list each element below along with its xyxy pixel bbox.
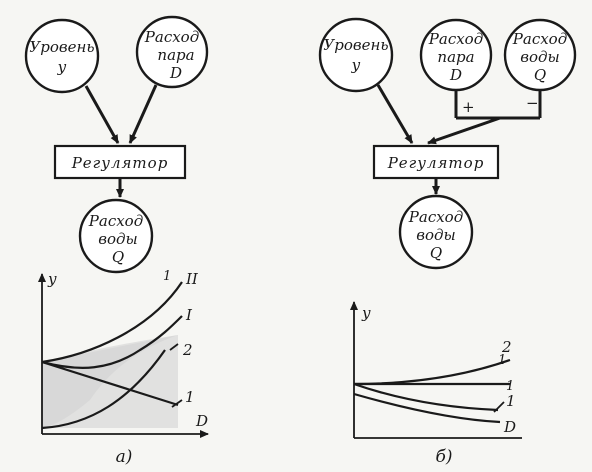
graph-a-label-I: I	[185, 306, 193, 324]
graph-a-curve-II	[41, 281, 183, 364]
arrow-sum-to-regulator-b	[427, 116, 501, 145]
node-water-b: Расход воды Q	[398, 194, 474, 270]
node-steam-b-line3: D	[449, 66, 462, 84]
node-water-b-line2: воды	[416, 226, 456, 244]
graph-a: у D II 1 I 2 1	[38, 269, 209, 438]
node-water-b-line1: Расход	[408, 208, 463, 226]
node-level-a-line2: у	[57, 58, 67, 76]
summing-bracket-b: + −	[454, 90, 542, 120]
node-water-in-b-line1: Расход	[512, 30, 567, 48]
graph-b-curve-D	[353, 392, 501, 424]
graph-a-y-label: у	[47, 270, 57, 288]
graph-a-label-II: II	[185, 270, 199, 288]
regulator-a: Регулятор	[53, 144, 187, 180]
node-steam-b-line2: пара	[437, 48, 474, 66]
diagram-b: Уровень у Расход пара D Расход воды Q + …	[318, 17, 577, 467]
graph-a-tick-2	[169, 343, 179, 351]
regulator-a-label: Регулятор	[71, 154, 169, 172]
node-level-a: Уровень у	[24, 18, 100, 94]
graph-b-x-label-D: D	[503, 418, 516, 436]
node-steam-a-line1: Расход	[144, 28, 199, 46]
node-steam-b: Расход пара D	[419, 18, 493, 92]
graph-b-label-1: 1	[506, 392, 516, 410]
regulator-b: Регулятор	[372, 144, 500, 180]
graph-a-tick-1	[171, 399, 183, 408]
node-steam-a: Расход пара D	[135, 15, 209, 89]
graph-a-label-tick: 1	[163, 269, 171, 284]
graph-a-x-label: D	[195, 412, 208, 430]
node-steam-a-line3: D	[169, 64, 182, 82]
node-level-b-line1: Уровень	[323, 36, 388, 54]
node-water-a-line1: Расход	[88, 212, 143, 230]
graph-a-curve-I	[41, 315, 183, 369]
sign-minus-b: −	[526, 94, 539, 112]
sign-plus-b: +	[462, 98, 475, 116]
graph-a-label-1: 1	[185, 388, 195, 406]
graph-b-curve-1	[353, 382, 499, 412]
arrow-level-to-regulator-a	[84, 85, 120, 144]
node-level-a-line1: Уровень	[29, 38, 94, 56]
graph-a-curve-2	[41, 349, 166, 430]
graph-b-label-tick-top: 1	[498, 353, 506, 368]
arrow-steam-to-regulator-a	[128, 84, 158, 144]
node-water-a: Расход воды Q	[78, 198, 154, 274]
graph-a-line-1	[41, 360, 179, 407]
node-water-in-b-line2: воды	[520, 48, 560, 66]
node-level-b: Уровень у	[318, 17, 394, 93]
graph-b-curve-2	[353, 358, 511, 386]
graph-b: у 2 1 1 1 у D	[350, 301, 522, 439]
regulator-b-label: Регулятор	[387, 154, 485, 172]
graph-b-label-2: 2	[501, 338, 512, 356]
arrow-level-to-regulator-b	[376, 84, 414, 144]
graph-a-shaded-region	[42, 335, 178, 428]
graph-b-label-tick-mid: 1	[506, 379, 514, 394]
node-water-in-b-line3: Q	[534, 66, 546, 84]
node-steam-a-line2: пара	[157, 46, 194, 64]
node-water-a-line2: воды	[98, 230, 138, 248]
caption-b: б)	[435, 447, 452, 467]
node-water-a-line3: Q	[112, 248, 124, 266]
node-water-in-b: Расход воды Q	[503, 18, 577, 92]
graph-b-tick-1	[493, 401, 505, 413]
graph-b-y-label: у	[361, 304, 371, 322]
graph-a-label-2: 2	[182, 341, 193, 359]
node-water-b-line3: Q	[430, 244, 442, 262]
caption-a: а)	[116, 447, 133, 467]
diagram-a: Уровень у Расход пара D Регулятор Расход…	[24, 15, 209, 467]
node-level-b-line2: у	[351, 56, 361, 74]
node-steam-b-line1: Расход	[428, 30, 483, 48]
